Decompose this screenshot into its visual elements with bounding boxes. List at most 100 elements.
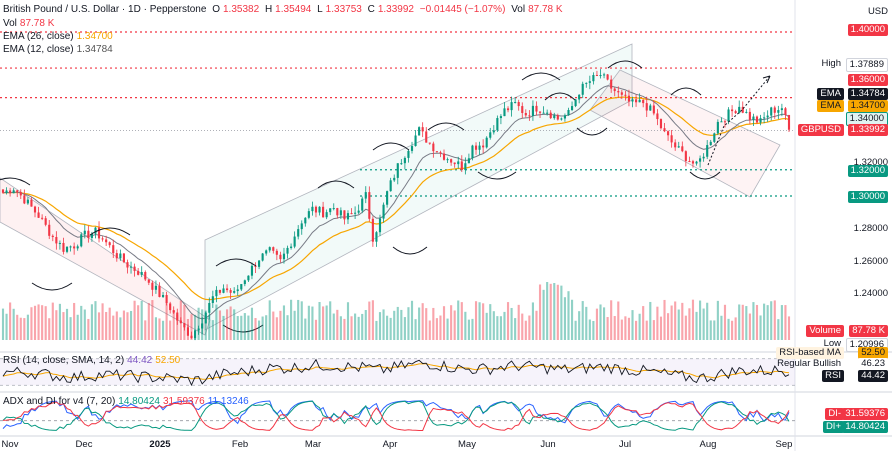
candle-body-130 [464,163,467,171]
legend-adx-row[interactable]: ADX and DI for v4 (7, 20) 14.80424 31.5937… [3,396,249,407]
volume-bar-125 [446,318,449,340]
candle-body-21 [76,246,79,249]
currency-label[interactable]: USD [867,6,888,17]
volume-bar-104 [371,300,374,340]
candle-body-146 [521,106,524,114]
candle-body-188 [670,135,673,143]
candle-body-37 [133,266,136,271]
time-tick-4: Mar [304,439,322,450]
candle-body-111 [396,163,399,178]
candle-body-7 [26,199,29,204]
volume-bar-137 [489,304,492,340]
volume-bar-65 [233,309,236,340]
candle-body-174 [620,92,623,95]
di-plus-label-tag: DI+ [822,421,844,433]
symbol-title[interactable]: British Pound / U.S. Dollar · 1D · Peppe… [3,4,207,15]
candle-body-185 [659,119,663,129]
candle-body-23 [83,230,86,235]
volume-bar-130 [464,311,467,340]
volume-bar-215 [766,305,769,340]
volume-bar-10 [37,304,40,340]
candle-body-89 [318,206,321,213]
legend-rsi-row[interactable]: RSI (14, close, SMA, 14, 2) 44.42 52.50 [3,355,181,366]
volume-bar-4 [16,314,19,340]
candle-body-159 [567,110,570,116]
candle-body-0 [1,189,5,193]
candle-body-160 [570,106,574,111]
volume-bar-58 [208,315,211,340]
volume-bar-106 [378,312,382,340]
candle-body-29 [105,239,108,243]
candle-body-157 [560,118,563,120]
volume-bar-129 [460,302,463,340]
volume-bar-204 [727,318,730,340]
candle-body-47 [169,303,172,311]
candle-body-41 [147,279,150,283]
volume-bar-74 [265,315,268,340]
candle-body-31 [112,245,115,254]
candle-body-190 [677,146,680,148]
volume-value: 87.78 K [528,4,563,15]
candle-body-196 [699,158,702,162]
volume-bar-52 [186,319,190,340]
candle-body-140 [499,116,502,119]
candle-body-202 [720,121,723,123]
volume-bar-81 [290,299,293,340]
candle-body-132 [471,145,474,159]
open-value: 1.35382 [223,4,260,15]
candle-body-20 [73,246,76,249]
volume-bar-77 [275,317,278,340]
volume-bar-216 [770,301,773,340]
volume-bar-62 [222,315,225,340]
volume-bar-26 [94,301,97,340]
volume-bar-166 [592,320,595,340]
legend-vol-row: Vol 87.78 K [3,18,55,29]
candle-body-73 [261,253,264,261]
volume-bar-98 [350,316,353,340]
candle-body-175 [624,94,627,96]
candle-body-82 [293,236,296,247]
candle-body-118 [421,127,424,132]
volume-bar-25 [90,304,93,340]
candle-body-210 [748,111,751,120]
candle-body-8 [30,199,33,207]
volume-bar-72 [258,320,261,340]
volume-bar-63 [225,309,229,340]
candle-body-221 [787,115,791,130]
candle-body-143 [510,102,513,111]
volume-bar-83 [297,299,300,340]
candle-body-173 [617,91,620,93]
candle-body-200 [713,133,716,142]
volume-bar-36 [129,310,133,340]
candle-body-127 [453,162,456,165]
down-channel-1 [0,177,211,336]
legend-ema12-row[interactable]: EMA (12, close) 1.34784 [3,44,113,55]
level-tag-1-40: 1.40000 [847,24,888,36]
swing-arc-4 [222,324,264,333]
volume-bar-30 [108,307,111,340]
legend-ema26-row[interactable]: EMA (26, close) 1.34700 [3,31,113,42]
candle-body-124 [442,153,446,160]
candle-body-116 [414,135,417,147]
candle-body-144 [514,102,517,104]
volume-bar-185 [659,316,663,340]
time-tick-2: 2025 [149,439,171,450]
candle-body-98 [350,213,353,215]
candle-body-110 [393,177,396,181]
volume-bar-27 [97,312,101,340]
candle-body-64 [229,290,232,293]
time-tick-8: Jul [618,439,632,450]
candle-body-46 [165,294,168,304]
candle-body-55 [197,328,200,331]
candle-body-59 [211,296,214,304]
volume-bar-47 [169,320,172,340]
candle-body-203 [723,121,727,123]
candle-body-39 [140,272,143,275]
volume-bar-88 [314,319,318,340]
volume-bar-69 [247,315,250,340]
candle-body-18 [65,246,69,252]
candle-body-11 [41,217,44,219]
change-value: −0.01445 (−1.07%) [419,4,506,15]
volume-bar-95 [339,316,342,340]
